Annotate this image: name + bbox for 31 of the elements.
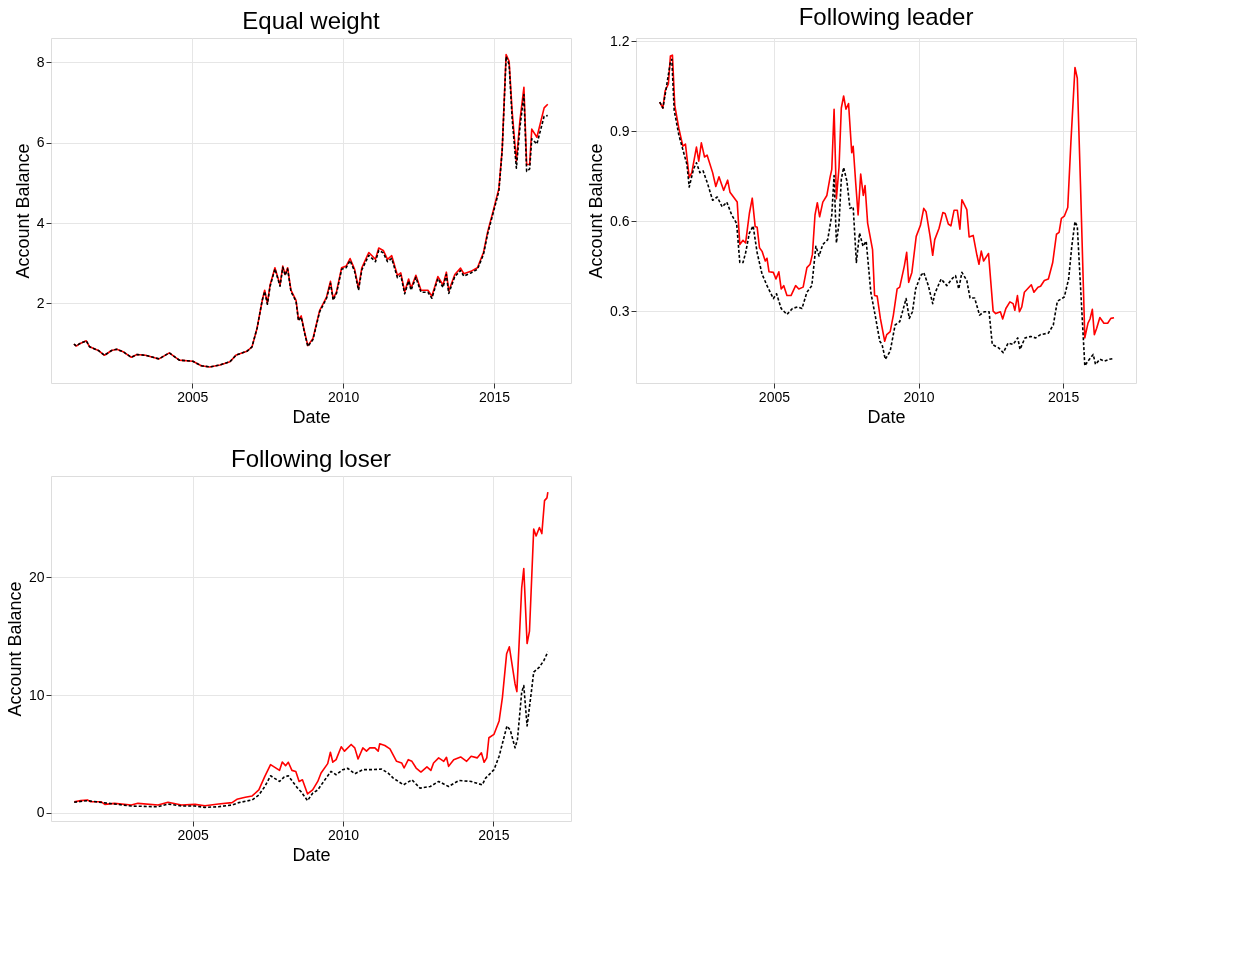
x-tick-label: 2015 [1048, 388, 1080, 405]
y-axis-title: Account Balance [586, 143, 607, 279]
chart-title: Following leader [798, 3, 974, 31]
x-tick-label: 2010 [328, 388, 360, 405]
x-tick-label: 2010 [327, 826, 360, 843]
x-tick-label: 2005 [758, 388, 791, 405]
line-series [73, 491, 549, 807]
line-series [73, 651, 549, 809]
x-axis-title: Date [292, 406, 331, 427]
y-tick-label: 4 [36, 214, 45, 231]
chart-title: Following loser [230, 445, 392, 472]
y-tick-label: 1.2 [610, 32, 630, 49]
x-tick-label: 2015 [478, 826, 510, 843]
x-tick-label: 2005 [177, 388, 209, 405]
x-axis-title: Date [867, 406, 906, 427]
y-tick-label: 0 [36, 804, 45, 821]
y-axis-title: Account Balance [12, 143, 33, 279]
x-tick-label: 2015 [478, 388, 511, 405]
y-tick-label: 6 [36, 134, 45, 151]
y-tick-label: 0.9 [610, 122, 630, 139]
y-tick-label: 10 [28, 686, 45, 703]
y-tick-label: 0.3 [610, 302, 630, 319]
y-tick-label: 8 [36, 54, 45, 70]
x-axis-title: Date [292, 844, 331, 865]
y-tick-label: 2 [36, 294, 45, 311]
x-tick-label: 2010 [903, 388, 935, 405]
y-tick-label: 20 [28, 568, 45, 585]
y-tick-label: 0.6 [610, 212, 630, 229]
x-tick-label: 2005 [177, 826, 209, 843]
chart-title: Equal weight [242, 7, 381, 34]
y-axis-title: Account Balance [4, 581, 25, 717]
